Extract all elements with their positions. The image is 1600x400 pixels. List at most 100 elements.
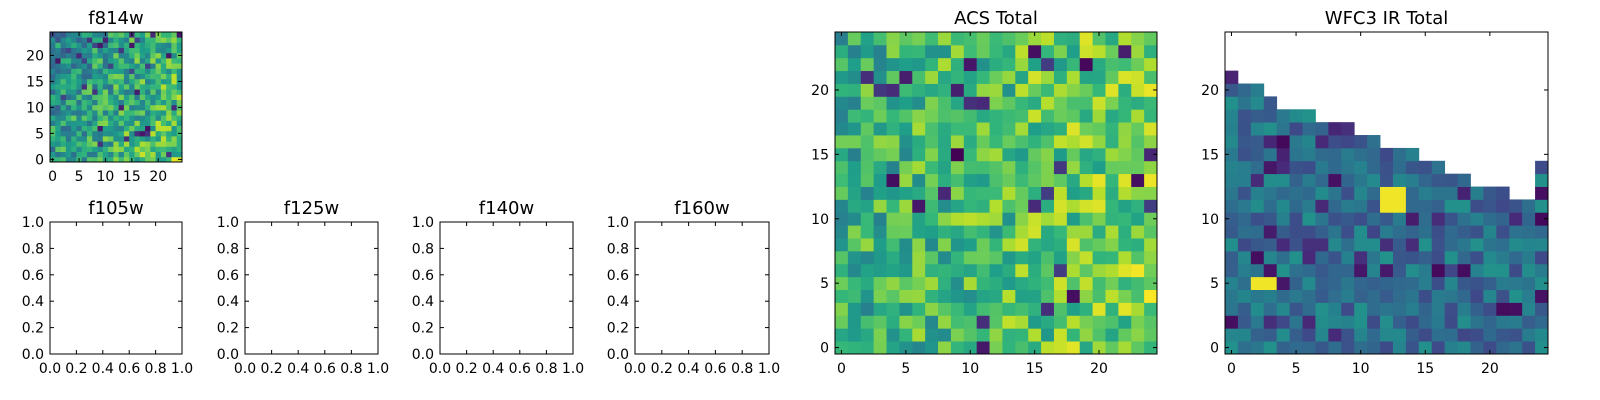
heatmap-cell [65,63,72,69]
heatmap-cell [1367,276,1381,290]
heatmap-cell [1431,328,1446,342]
heatmap-cell [847,186,862,200]
heatmap-cell [108,73,114,80]
heatmap-cell [1380,199,1394,213]
heatmap-cell [1028,32,1042,46]
heatmap-cell [81,136,88,142]
heatmap-cell [139,125,146,132]
heatmap-cell [86,99,93,106]
heatmap-cell [113,32,120,38]
heatmap-cell [160,141,167,147]
heatmap-cell [92,146,98,152]
heatmap-cell [86,110,93,116]
heatmap-cell [1289,263,1303,278]
heatmap-cell [976,109,990,123]
heatmap-cell [912,57,926,72]
heatmap-cell [102,68,109,74]
heatmap-cell [1302,109,1316,123]
heatmap-cell [1092,263,1106,278]
heatmap-cell [912,96,926,110]
heatmap-cell [81,104,88,111]
heatmap-cell [1079,186,1093,200]
heatmap-cell [50,151,56,158]
heatmap-cell [123,94,130,100]
heatmap-cell [134,125,141,132]
heatmap-cell [1131,238,1145,252]
heatmap-cell [123,115,130,121]
heatmap-cell [847,276,862,290]
heatmap-cell [50,37,56,43]
heatmap-cell [145,151,151,158]
heatmap-cell [71,130,77,137]
heatmap-cell [113,73,120,80]
heatmap-cell [65,94,72,100]
heatmap-cell [113,94,120,100]
heatmap-cell [160,63,167,69]
heatmap-cell [847,289,862,303]
heatmap-cell [1522,289,1536,303]
heatmap-cell [1263,289,1278,303]
heatmap-cell [938,302,952,316]
heatmap-cell [847,328,862,342]
heatmap-cell [1118,109,1132,123]
heatmap-cell [1092,276,1106,290]
heatmap-cell [1041,44,1055,59]
heatmap-cell [1105,147,1119,162]
heatmap-cell [1237,328,1252,342]
heatmap-cell [60,63,67,69]
x-tick-label: 5 [901,361,910,377]
heatmap-cell [92,52,98,59]
heatmap-cell [925,238,939,252]
heatmap-cell [873,225,887,239]
heatmap-cell [65,130,72,137]
heatmap-cell [976,173,990,187]
heatmap-cell [1041,57,1055,72]
heatmap-cell [155,63,162,69]
heatmap-cell [134,32,141,38]
heatmap-cell [1250,341,1265,355]
heatmap-cell [1367,238,1381,252]
heatmap-cell [938,199,952,213]
heatmap-cell [1250,135,1265,149]
heatmap-cell [835,44,849,59]
heatmap-cell [1380,315,1394,329]
heatmap-cell [873,135,887,149]
heatmap-cell [171,37,178,43]
heatmap-cell [1367,328,1381,342]
heatmap-cell [65,136,72,142]
heatmap-cell [1131,250,1145,265]
heatmap-cell [81,42,88,48]
heatmap-cell [912,289,926,303]
panel-f140w: 0.0 0.2 0.4 0.6 0.8 1.00.00.20.40.60.81.0f140… [412,198,584,377]
heatmap-cell [60,37,67,43]
heatmap-cell [1431,212,1446,226]
heatmap-cell [1496,238,1510,252]
heatmap-cell [1028,263,1042,278]
heatmap-cell [1302,199,1316,213]
heatmap-cell [1066,109,1081,123]
heatmap-cell [129,47,135,54]
heatmap-cell [97,47,104,54]
heatmap-cell [835,96,849,110]
heatmap-cell [1092,160,1106,175]
heatmap-cell [1053,122,1068,136]
heatmap-cell [86,136,93,142]
heatmap-cell [963,276,978,290]
heatmap-cell [1066,199,1081,213]
heatmap-cell [1131,225,1145,239]
heatmap-cell [1066,186,1081,200]
heatmap-cell [102,141,109,147]
heatmap-cell [102,94,109,100]
heatmap-cell [171,141,178,147]
heatmap-cell [873,341,887,355]
heatmap-cell [145,141,151,147]
heatmap-cell [1118,57,1132,72]
heatmap-cell [118,37,125,43]
y-tick-label: 15 [26,74,44,90]
heatmap-cell [1444,173,1458,187]
heatmap-cell [1092,173,1106,187]
heatmap-cell [925,122,939,136]
heatmap-cell [145,42,151,48]
heatmap-cell [1289,250,1303,265]
